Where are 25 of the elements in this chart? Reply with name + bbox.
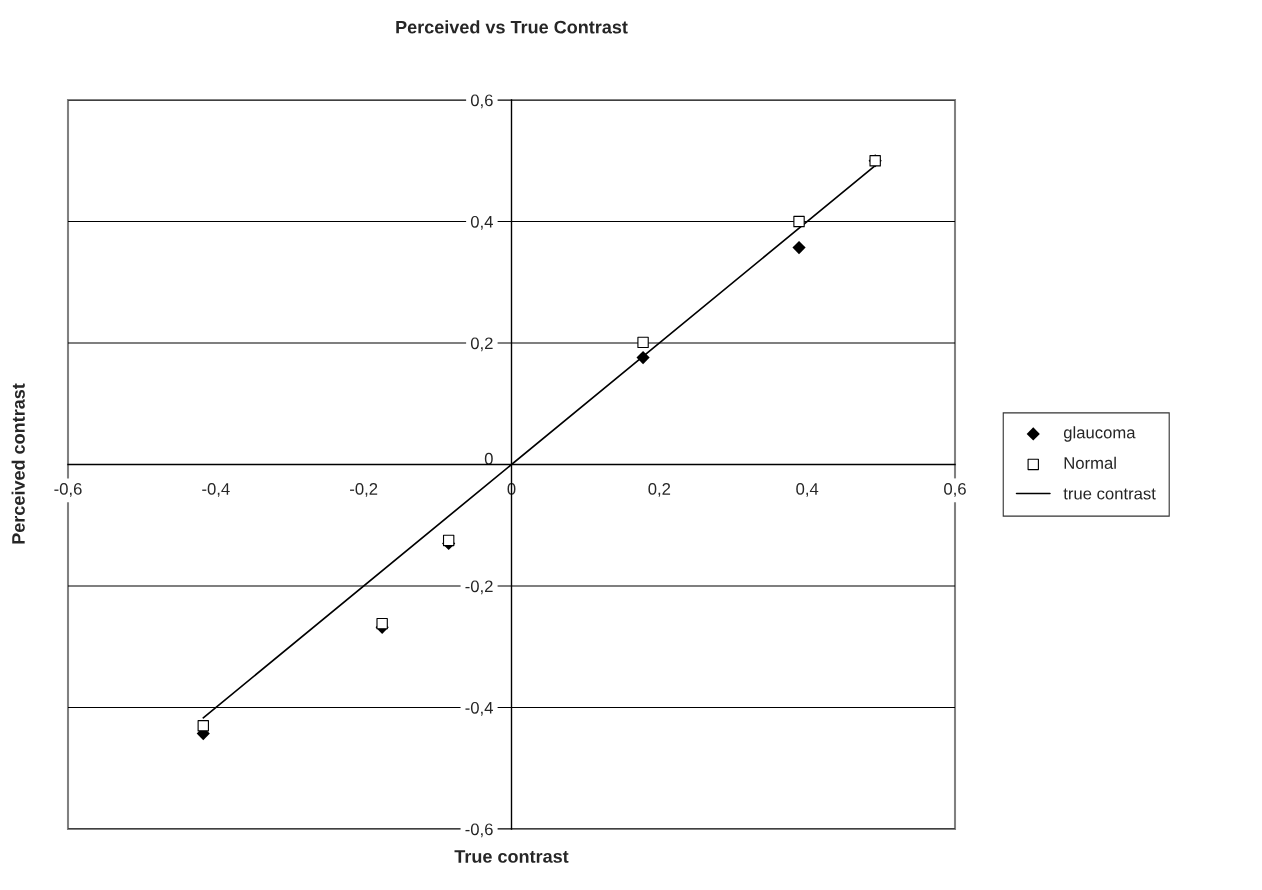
y-tick-label: -0,2 <box>465 580 493 595</box>
x-axis-title: True contrast <box>454 850 569 863</box>
y-tick-label: 0,2 <box>470 337 493 352</box>
y-tick-label: 0,6 <box>470 94 493 109</box>
legend-label: true contrast <box>1063 488 1156 500</box>
point <box>197 720 209 732</box>
x-tick-label: 0,4 <box>796 483 819 497</box>
x-tick-label: 0,2 <box>648 483 671 497</box>
y-tick-label: -0,6 <box>465 823 493 838</box>
y-tick-label: -0,4 <box>465 701 493 716</box>
point <box>636 350 650 365</box>
legend-label: Normal <box>1064 456 1116 469</box>
point <box>792 241 806 255</box>
x-tick-label: -0,4 <box>202 483 230 497</box>
y-tick-label: 0,4 <box>470 215 493 230</box>
x-tick-label: -0,2 <box>350 483 378 497</box>
point <box>442 534 455 547</box>
point <box>637 336 649 349</box>
point <box>793 215 805 228</box>
chart-title: Perceived vs True Contrast <box>396 20 628 34</box>
y-axis-title: Perceived contrast <box>11 383 25 544</box>
x-tick-label: -0,6 <box>54 483 82 497</box>
point <box>376 617 388 630</box>
legend-label: glaucoma <box>1063 426 1136 442</box>
x-tick-label: 0,6 <box>944 483 966 497</box>
